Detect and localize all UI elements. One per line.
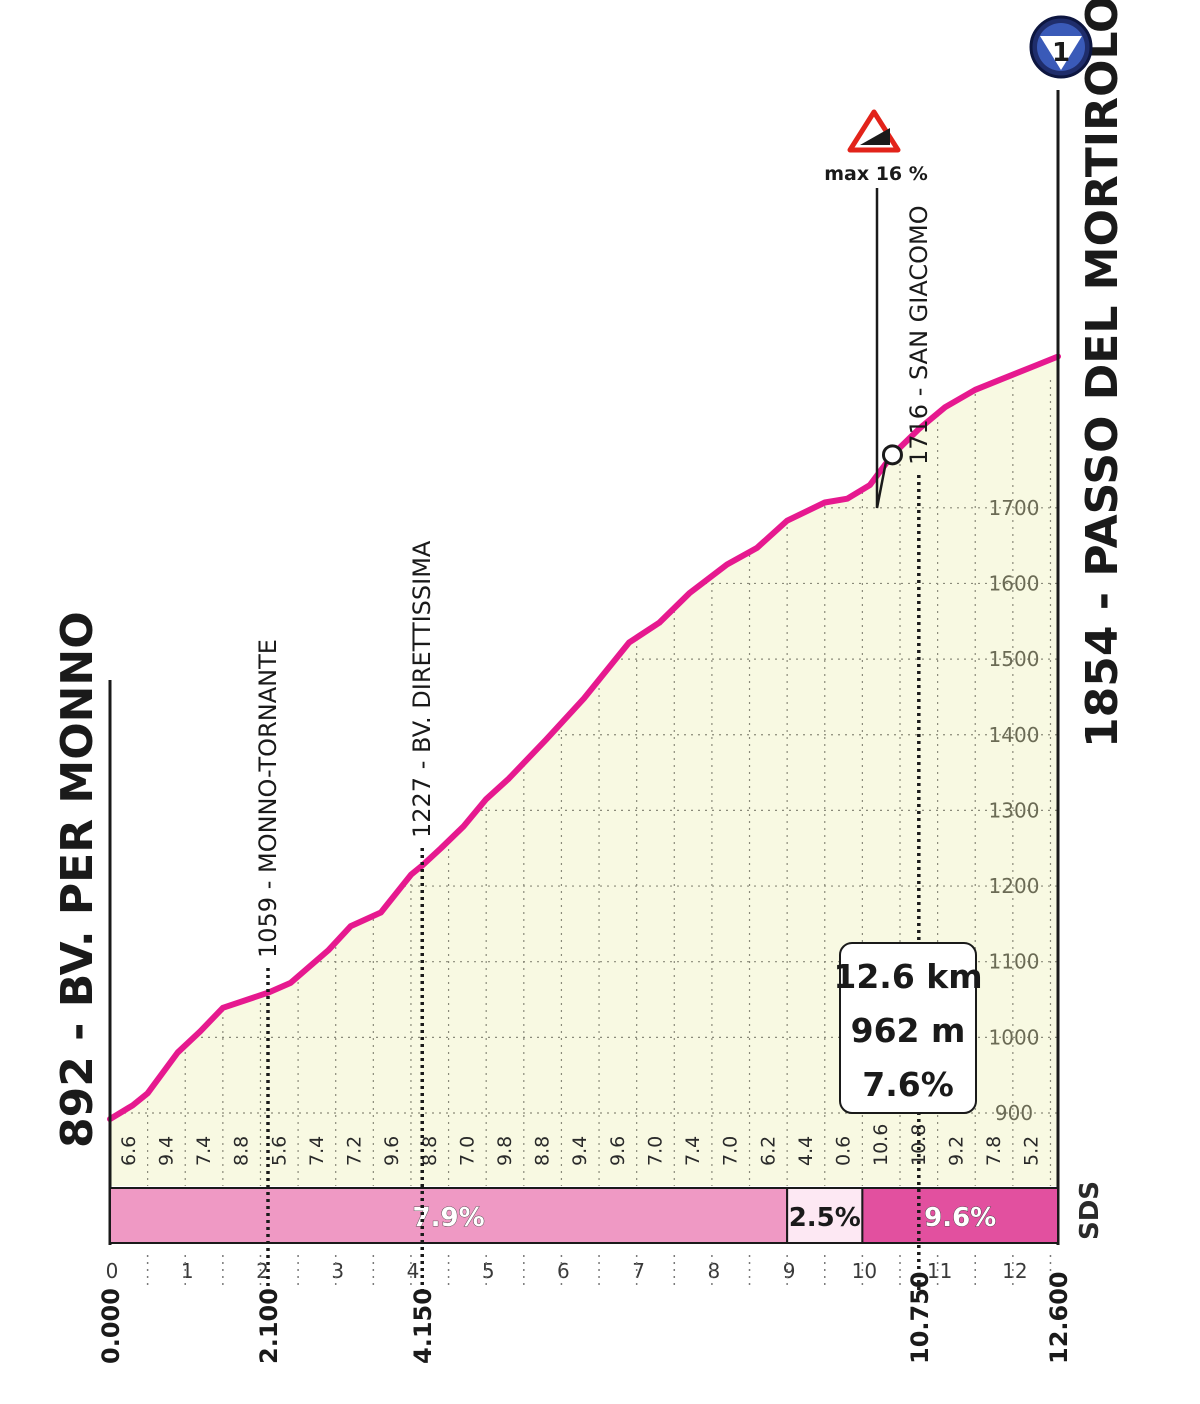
markers [875,188,903,509]
segment-gradient-label: 7.0 [644,1136,666,1166]
waypoint-label: 1059 - MONNO-TORNANTE [254,639,282,958]
altitude-tick-label: 900 [995,1101,1033,1125]
gradient-section-label: 7.9% [413,1203,485,1233]
max-gradient-leader [875,188,890,509]
altitude-tick-label: 1300 [989,798,1040,822]
segment-gradient-label: 5.2 [1021,1136,1043,1166]
segment-gradient-label: 4.4 [795,1136,817,1166]
segment-gradient-label: 9.2 [945,1136,967,1166]
segment-gradient-label: 7.2 [344,1136,366,1166]
max-gradient-sign: max 16 % [824,109,928,185]
km-tick-label: 5 [482,1259,495,1283]
profile-fill [110,356,1058,1186]
brand-logo: SDS [1075,1181,1105,1240]
segment-gradient-label: 7.8 [983,1136,1005,1166]
segment-gradient-label: 9.8 [494,1136,516,1166]
summary-box: 12.6 km 962 m 7.6% [833,942,983,1114]
segment-gradient-label: 5.6 [268,1136,290,1166]
km-tick-label: 12 [1002,1259,1027,1283]
segment-gradient-label: 8.8 [532,1136,554,1166]
segment-gradient-label: 7.0 [456,1136,478,1166]
altitude-tick-label: 1400 [989,723,1040,747]
segment-gradient-label: 6.2 [757,1136,779,1166]
km-tick-label: 4 [407,1259,420,1283]
profile-curve [107,353,1061,1123]
segment-gradient-label: 9.4 [569,1136,591,1166]
altitude-tick-label: 1200 [989,874,1040,898]
distance-label: 0.000 [97,1288,125,1364]
distance-label: 12.600 [1045,1271,1073,1364]
segment-gradient-label: 9.6 [381,1136,403,1166]
finish-label: 1854 - PASSO DEL MORTIROLO [1077,0,1128,748]
km-tick-label: 9 [783,1259,796,1283]
km-tick-label: 11 [927,1259,952,1283]
start-label: 892 - BV. PER MONNO [52,611,103,1148]
altitude-ticks: 900 1000 1100 1200 1300 1400 1500 1600 1700 [989,496,1040,1125]
segment-gradient-label: 10.8 [908,1124,930,1166]
km-tick-label: 0 [106,1259,119,1283]
category-icon [1040,36,1082,70]
segment-gradient-label: 7.0 [720,1136,742,1166]
segment-gradient-label: 9.6 [607,1136,629,1166]
badge-text: 1 [1052,38,1070,68]
profile-area [110,356,1058,1186]
km-tick-label: 1 [181,1259,194,1283]
altitude-tick-label: 1500 [989,647,1040,671]
waypoint-label: 1716 - SAN GIACOMO [905,205,933,465]
km-tick-label: 6 [557,1259,570,1283]
segment-gradient-label: 9.4 [155,1136,177,1166]
km-tick-label: 8 [708,1259,721,1283]
summary-avg: 7.6% [862,1065,954,1104]
distance-label: 2.100 [255,1288,283,1364]
summit-badge: 1 [1029,15,1093,79]
segment-gradient-label: 7.4 [682,1136,704,1166]
distance-label: 4.150 [409,1288,437,1364]
segment-gradient-label: 10.6 [870,1124,892,1166]
segment-gradient-label: 8.8 [231,1136,253,1166]
segment-gradients: 6.6 9.4 7.4 8.8 5.6 7.4 7.2 9.6 8.8 7.0 9.8 8.8 9.4 9… [118,1124,1043,1166]
altitude-tick-label: 1700 [989,496,1040,520]
segment-gradient-label: 7.4 [193,1136,215,1166]
altitude-tick-label: 1600 [989,571,1040,595]
segment-gradient-label: 6.6 [118,1136,140,1166]
gradient-section-label: 9.6% [924,1203,996,1233]
axes [108,90,1060,1245]
max-gradient-point [881,444,903,466]
segment-gradient-label: 8.8 [419,1136,441,1166]
altitude-tick-label: 1000 [989,1025,1040,1049]
segment-gradient-label: 7.4 [306,1136,328,1166]
gradient-sections: 7.9% 2.5% 9.6% [109,1187,1060,1244]
gradient-section-label: 2.5% [789,1203,861,1233]
km-tick-label: 7 [632,1259,645,1283]
km-ticks: 0 1 2 3 4 5 6 7 8 9 10 11 12 [106,1255,1052,1285]
km-tick-label: 10 [852,1259,877,1283]
waypoint-label: 1227 - BV. DIRETTISSIMA [408,540,436,838]
summary-length: 12.6 km [833,957,982,996]
segment-gradient-label: 0.6 [833,1136,855,1166]
altitude-tick-label: 1100 [989,950,1040,974]
summary-gain: 962 m [851,1011,966,1050]
km-tick-label: 3 [331,1259,344,1283]
km-tick-label: 2 [256,1259,269,1283]
gradient-section [861,1187,1060,1244]
max-gradient-label: max 16 % [824,163,928,185]
profile-line [107,353,1061,1123]
gradient-section [786,1187,864,1244]
distance-label: 10.750 [906,1271,934,1364]
gradient-section [109,1187,789,1244]
